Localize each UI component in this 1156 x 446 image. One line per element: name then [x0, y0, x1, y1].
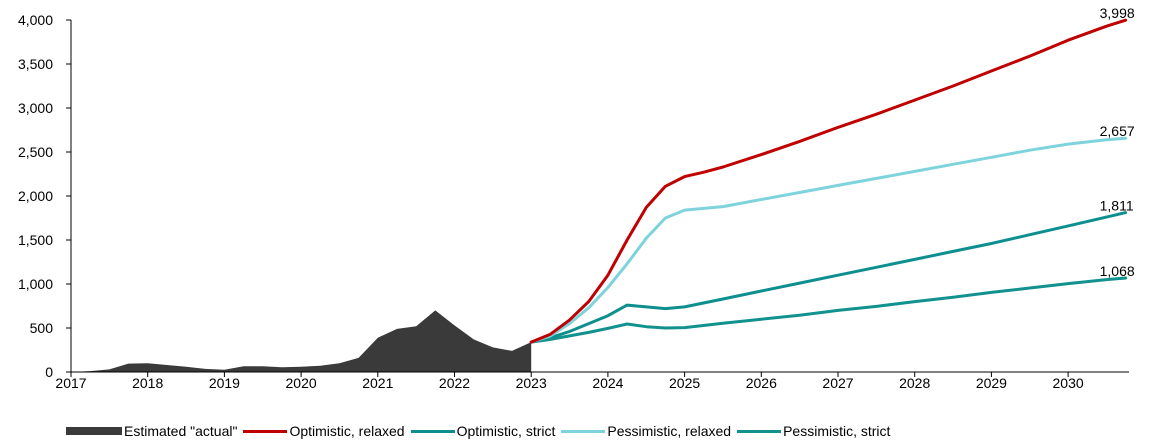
y-tick-label: 1,000 [18, 276, 53, 292]
legend-item: Optimistic, relaxed [243, 423, 405, 439]
legend-label: Estimated "actual" [124, 423, 238, 439]
series-line-pessimistic-strict [529, 276, 1128, 344]
x-tick-label: 2030 [1053, 375, 1084, 391]
x-tick-label: 2021 [362, 375, 393, 391]
series-line-optimistic-strict [529, 211, 1128, 344]
legend: Estimated "actual" Optimistic, relaxed Opt… [66, 423, 896, 439]
x-tick-label: 2022 [439, 375, 470, 391]
legend-item: Pessimistic, relaxed [561, 423, 731, 439]
x-tick-label: 2025 [669, 375, 700, 391]
end-label: 1,811 [1100, 198, 1134, 214]
x-tick-label: 2023 [516, 375, 547, 391]
legend-item: Pessimistic, strict [737, 423, 890, 439]
legend-swatch [410, 429, 455, 433]
y-tick-label: 2,000 [18, 188, 53, 204]
y-tick-label: 500 [30, 320, 54, 336]
legend-label: Pessimistic, strict [783, 423, 891, 439]
legend-swatch [66, 427, 122, 435]
x-tick-label: 2027 [822, 375, 853, 391]
x-tick-label: 2029 [976, 375, 1007, 391]
end-label: 1,068 [1100, 263, 1135, 279]
end-labels: 1,811 1,068 2,657 3,998 [1100, 5, 1135, 279]
x-tick-label: 2024 [592, 375, 623, 391]
legend-item: Optimistic, strict [410, 423, 556, 439]
series-area-estimated-actual [71, 310, 532, 372]
y-tick-labels: 0 500 1,000 1,500 2,000 2,500 3,000 3,500 4,000 [18, 12, 71, 380]
area-layer [71, 310, 532, 372]
y-tick-label: 1,500 [18, 232, 53, 248]
x-tick-label: 2019 [209, 375, 240, 391]
x-tick-labels: 2017 2018 2019 2020 2021 2022 2023 2024 2025 2026… [55, 372, 1084, 391]
end-label: 2,657 [1100, 123, 1135, 139]
legend-label: Optimistic, strict [456, 423, 556, 439]
legend-item: Estimated "actual" [66, 423, 237, 439]
series-line-optimistic-relaxed [529, 18, 1128, 344]
y-tick-label: 2,500 [18, 144, 53, 160]
line-layer [529, 18, 1128, 344]
y-tick-label: 3,500 [18, 56, 53, 72]
legend-label: Optimistic, relaxed [289, 423, 405, 439]
y-tick-label: 4,000 [18, 12, 53, 28]
legend-swatch [243, 429, 288, 433]
y-tick-label: 3,000 [18, 100, 53, 116]
end-label: 3,998 [1100, 5, 1135, 21]
x-tick-label: 2028 [899, 375, 930, 391]
legend-swatch [737, 429, 782, 433]
y-tick-label: 0 [45, 364, 53, 380]
series-line-pessimistic-relaxed [529, 136, 1128, 344]
x-tick-label: 2018 [132, 375, 163, 391]
x-tick-label: 2020 [286, 375, 317, 391]
legend-label: Pessimistic, relaxed [607, 423, 732, 439]
x-tick-label: 2017 [55, 375, 86, 391]
x-tick-label: 2026 [746, 375, 777, 391]
legend-swatch [561, 429, 606, 433]
